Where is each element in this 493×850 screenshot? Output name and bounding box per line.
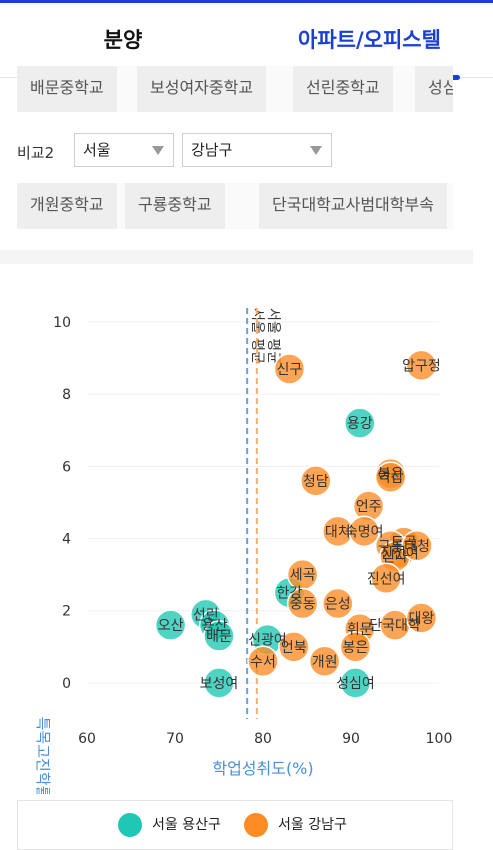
point-label: 은성 xyxy=(325,597,351,613)
data-point xyxy=(348,515,380,548)
point-label: 봉은 xyxy=(378,467,404,483)
y-tick-label: 10 xyxy=(53,315,71,331)
y-tick-label: 8 xyxy=(62,387,71,403)
point-label: 중동 xyxy=(290,597,316,613)
point-label: 대치 xyxy=(325,524,351,540)
point-label: 진선여 xyxy=(367,571,406,587)
point-label: 단국대학 xyxy=(369,618,421,634)
compare2-school-chips: 개원중학교 구룡중학교 단국대학교사범대학부속 xyxy=(17,183,453,229)
school-chip[interactable]: 보성여자중학교 xyxy=(137,66,267,112)
chart-legend: 서울 용산구 서울 강남구 xyxy=(17,800,453,850)
school-chip[interactable]: 선린중학교 xyxy=(293,66,393,112)
data-point xyxy=(308,645,341,678)
y-tick-label: 6 xyxy=(62,459,71,475)
y-axis-label: 특목고진학률(%) xyxy=(34,717,52,794)
tab-presale[interactable]: 분양 xyxy=(103,28,143,52)
point-label: 봉은 xyxy=(343,640,369,656)
reference-line-label: 서울 평균 xyxy=(249,308,265,364)
school-chip[interactable]: 성심 xyxy=(415,66,453,112)
data-point xyxy=(405,349,438,382)
point-label: 세곡 xyxy=(290,568,316,584)
data-points xyxy=(154,349,438,699)
point-label: 용강 xyxy=(347,416,373,432)
point-label: 한강 xyxy=(277,586,303,602)
data-point xyxy=(247,645,279,678)
region-select-value: 서울 xyxy=(83,141,111,159)
x-tick-label: 60 xyxy=(78,731,96,747)
x-axis-ticks: 60 70 80 90 100 xyxy=(78,731,452,747)
point-label: 수서 xyxy=(250,654,276,670)
point-label: 배문 xyxy=(206,629,232,645)
y-tick-label: 0 xyxy=(62,676,71,692)
point-label: 보성여 xyxy=(200,676,239,692)
y-tick-label: 4 xyxy=(62,532,71,548)
chevron-down-icon xyxy=(310,146,322,155)
data-point xyxy=(203,620,235,652)
data-point xyxy=(286,587,319,620)
point-label: 신광여 xyxy=(248,633,287,649)
district-select[interactable]: 강남구 xyxy=(182,133,332,167)
tab-apartment-officetel[interactable]: 아파트/오피스텔 xyxy=(298,28,441,52)
point-label: 개원 xyxy=(312,654,338,670)
compare2-label: 비교2 xyxy=(17,144,55,162)
data-point xyxy=(203,667,235,699)
data-point xyxy=(300,465,332,497)
top-accent-bar xyxy=(0,0,493,3)
section-divider xyxy=(0,250,473,264)
y-tick-label: 2 xyxy=(62,604,71,620)
point-label: 휘문 xyxy=(347,622,373,638)
point-label: 성심여 xyxy=(336,676,375,692)
point-label: 진선여 xyxy=(380,546,419,562)
school-chip[interactable]: 개원중학교 xyxy=(17,183,117,229)
point-label: 오산 xyxy=(158,618,184,634)
x-axis-label: 학업성취도(%) xyxy=(212,759,313,778)
data-point xyxy=(273,353,306,385)
x-tick-label: 70 xyxy=(166,731,184,747)
chevron-down-icon xyxy=(152,146,164,155)
data-point xyxy=(401,530,433,562)
point-label: 도곡 xyxy=(391,535,417,551)
data-point xyxy=(339,667,372,699)
point-label: 숙명여 xyxy=(345,524,384,540)
school-chip[interactable]: 구룡중학교 xyxy=(125,183,225,229)
point-label: 선린 xyxy=(193,607,219,623)
point-label: 대청 xyxy=(404,539,430,555)
point-label: 대왕 xyxy=(409,611,435,627)
point-label: 언북 xyxy=(281,640,307,656)
reference-line-label: 서울 평균 xyxy=(265,308,281,364)
point-label: 구룡 xyxy=(378,539,404,555)
legend-label: 서울 용산구 xyxy=(152,817,221,833)
data-point xyxy=(374,461,407,493)
legend-swatch xyxy=(244,813,268,837)
y-axis-ticks: 0 2 4 6 8 10 xyxy=(53,315,71,692)
data-point xyxy=(344,407,376,439)
point-label: 압구정 xyxy=(402,358,441,374)
legend-label: 서울 강남구 xyxy=(278,817,347,833)
point-label: 역삼 xyxy=(378,470,404,486)
school-chip[interactable]: 배문중학교 xyxy=(17,66,117,112)
compare1-school-chips: 배문중학교 보성여자중학교 선린중학교 성심 xyxy=(17,66,453,112)
legend-swatch xyxy=(118,813,142,837)
x-tick-label: 80 xyxy=(254,731,272,747)
data-point xyxy=(322,587,354,620)
school-chip[interactable]: 단국대학교사범대학부속 xyxy=(259,183,447,229)
point-label: 언주 xyxy=(356,499,382,515)
x-tick-label: 100 xyxy=(426,731,453,747)
data-point xyxy=(278,631,310,663)
x-tick-label: 90 xyxy=(342,731,360,747)
data-point xyxy=(339,631,372,663)
point-label: 신사 xyxy=(382,550,408,566)
region-select[interactable]: 서울 xyxy=(74,133,174,167)
data-point xyxy=(370,562,402,595)
data-point xyxy=(154,609,187,641)
point-label: 신구 xyxy=(277,362,303,378)
district-select-value: 강남구 xyxy=(191,141,233,159)
data-point xyxy=(405,602,438,634)
point-label: 용산 xyxy=(202,618,228,634)
point-label: 청담 xyxy=(303,474,329,490)
